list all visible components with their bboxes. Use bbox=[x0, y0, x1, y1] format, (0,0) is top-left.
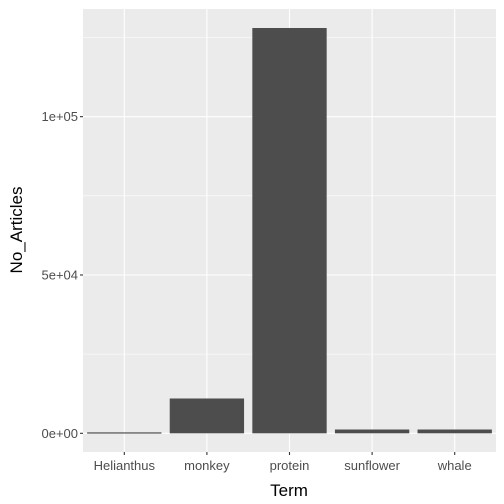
bar-monkey bbox=[169, 398, 245, 434]
y-tick-label: 5e+04 bbox=[41, 267, 78, 282]
y-tick-label: 0e+00 bbox=[41, 426, 78, 441]
x-tick-label: whale bbox=[437, 458, 472, 473]
y-tick-label: 1e+05 bbox=[41, 109, 78, 124]
x-tick-label: monkey bbox=[184, 458, 230, 473]
bar-helianthus bbox=[87, 432, 162, 434]
bar-sunflower bbox=[334, 429, 410, 434]
x-tick-label: protein bbox=[270, 458, 310, 473]
y-axis-title: No_Articles bbox=[7, 187, 26, 274]
bar-whale bbox=[417, 429, 492, 434]
x-tick-label: sunflower bbox=[344, 458, 400, 473]
x-axis-title: Term bbox=[270, 481, 308, 500]
bar-protein bbox=[252, 27, 327, 434]
x-tick-label: Helianthus bbox=[94, 458, 156, 473]
